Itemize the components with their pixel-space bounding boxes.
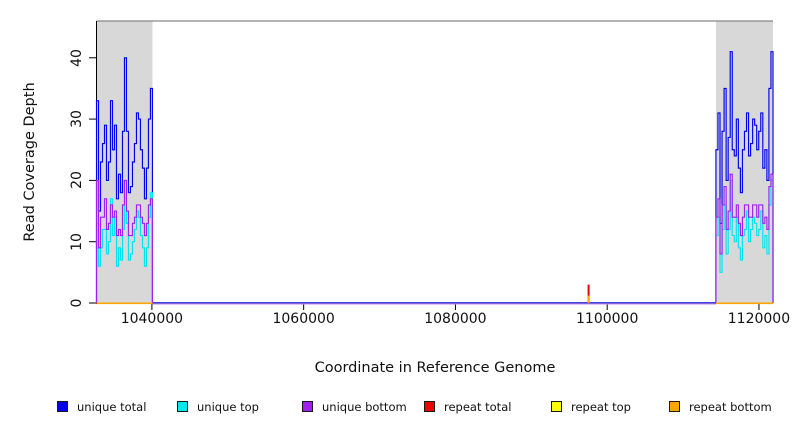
legend-label: repeat bottom xyxy=(689,399,772,414)
y-tick-label: 30 xyxy=(69,110,85,128)
legend-label: repeat top xyxy=(571,399,631,414)
legend-swatch-unique-total xyxy=(57,401,68,412)
y-axis-title: Read Coverage Depth xyxy=(22,82,38,242)
series-unique-total-path xyxy=(95,57,154,303)
x-tick-label: 1080000 xyxy=(424,311,487,327)
legend-label: unique total xyxy=(77,399,147,414)
legend-label: repeat total xyxy=(444,399,512,414)
series-unique-bottom-path xyxy=(715,173,774,303)
y-tick-label: 0 xyxy=(69,298,85,308)
repeat-region-band xyxy=(715,21,773,303)
legend-swatch-unique-top xyxy=(177,401,188,412)
legend-item-repeat-bottom: repeat bottom xyxy=(669,399,772,414)
x-tick-label: 1100000 xyxy=(576,311,639,327)
legend-item-repeat-total: repeat total xyxy=(424,399,511,414)
x-axis-title: Coordinate in Reference Genome xyxy=(314,360,556,376)
legend-swatch-repeat-bottom xyxy=(669,401,680,412)
legend-item-unique-total: unique total xyxy=(57,399,146,414)
x-tick-label: 1120000 xyxy=(727,311,791,327)
legend-item-unique-bottom: unique bottom xyxy=(302,399,407,414)
legend-label: unique top xyxy=(197,399,259,414)
legend-label: unique bottom xyxy=(322,399,407,414)
legend-item-repeat-top: repeat top xyxy=(551,399,631,414)
legend-swatch-unique-bottom xyxy=(302,401,313,412)
series-unique-bottom-path xyxy=(95,179,154,303)
series-unique-total-path xyxy=(715,51,774,303)
y-tick-label: 10 xyxy=(69,232,85,251)
x-tick-label: 1060000 xyxy=(272,311,335,327)
legend-swatch-repeat-top xyxy=(551,401,562,412)
x-tick-label: 1040000 xyxy=(120,311,184,327)
legend-item-unique-top: unique top xyxy=(177,399,259,414)
y-tick-label: 20 xyxy=(69,171,85,190)
series-unique-top-path xyxy=(715,179,774,303)
legend-swatch-repeat-total xyxy=(424,401,435,412)
y-tick-label: 40 xyxy=(69,48,85,67)
